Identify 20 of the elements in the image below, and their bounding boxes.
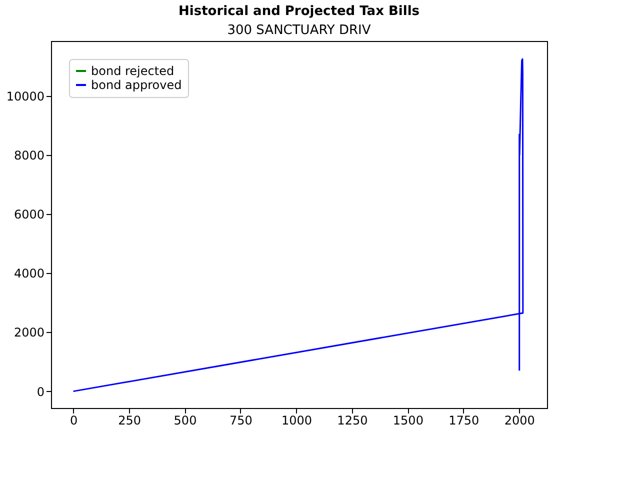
x-tick-label: 250 <box>118 414 141 428</box>
y-tick-label: 4000 <box>14 266 44 281</box>
x-tick-label: 1750 <box>448 414 480 428</box>
x-tick-label: 1000 <box>281 414 312 428</box>
x-tick-label: 2000 <box>504 414 535 428</box>
chart-title: Historical and Projected Tax Bills <box>178 4 420 19</box>
y-tick-label: 6000 <box>14 208 44 222</box>
y-tick-label: 0 <box>36 384 44 399</box>
legend-label: bond rejected <box>91 64 174 78</box>
legend-label: bond approved <box>91 78 182 92</box>
y-tick-label: 10000 <box>6 89 44 104</box>
x-tick-label: 0 <box>70 414 78 428</box>
x-tick-label: 1500 <box>392 414 424 428</box>
chart-subtitle: 300 SANCTUARY DRIV <box>227 23 371 38</box>
y-tick-label: 8000 <box>14 148 44 163</box>
x-tick-label: 500 <box>174 414 197 428</box>
y-tick-label: 2000 <box>14 326 44 340</box>
x-tick-label: 750 <box>230 414 252 428</box>
line-series <box>72 58 524 392</box>
x-tick-label: 1250 <box>337 414 368 428</box>
